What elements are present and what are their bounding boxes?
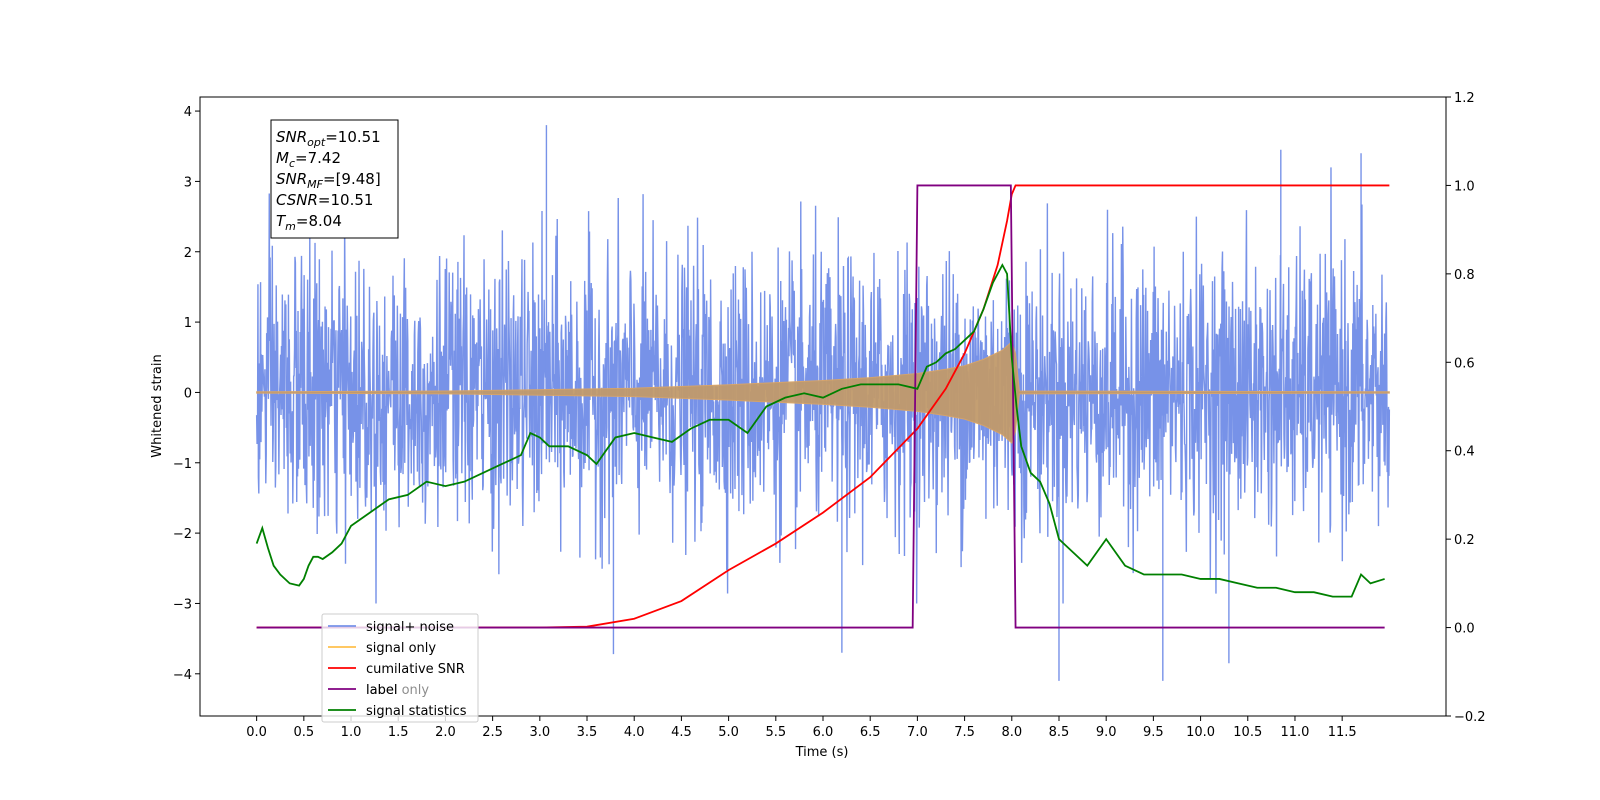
- stats-line: Tm=8.04: [276, 212, 342, 233]
- legend-entry: cumilative SNR: [366, 662, 465, 677]
- series-label: [256, 184, 1385, 629]
- signal-envelope: [256, 340, 1390, 444]
- x-tick-label: 5.5: [765, 725, 786, 740]
- stats-box: SNRopt=10.51Mc=7.42SNRMF=[9.48]CSNR=10.5…: [270, 119, 399, 239]
- legend: signal+ noise signal only cumilative SNR la…: [321, 613, 479, 723]
- y-tick-label: 1: [184, 316, 192, 331]
- x-tick-label: 6.5: [860, 725, 881, 740]
- x-tick-label: 7.5: [954, 725, 975, 740]
- stats-line: SNRopt=10.51: [276, 128, 381, 149]
- x-tick-label: 2.5: [482, 725, 503, 740]
- x-tick-label: 2.0: [435, 725, 456, 740]
- x-tick-label: 0.5: [293, 725, 314, 740]
- y2-tick-label: 1.2: [1454, 91, 1475, 106]
- y-axis-label: Whitened strain: [150, 354, 165, 457]
- y2-tick-label: −0.2: [1454, 710, 1486, 725]
- x-tick-label: 9.5: [1143, 725, 1164, 740]
- signal-statistics-line: [255, 263, 1385, 598]
- y-tick-label: −2: [173, 527, 192, 542]
- x-tick-label: 7.0: [907, 725, 928, 740]
- x-axis-label: Time (s): [795, 745, 849, 760]
- x-tick-label: 4.0: [624, 725, 645, 740]
- label-line: [256, 184, 1385, 629]
- y2-axis-ticks: 1.2 1.0 0.8 0.6 0.4 0.2 0.0 −0.2: [1446, 91, 1486, 725]
- x-tick-label: 6.0: [813, 725, 834, 740]
- y2-tick-label: 0.4: [1454, 445, 1475, 460]
- y-tick-label: 3: [184, 175, 192, 190]
- x-tick-label: 11.5: [1328, 725, 1357, 740]
- x-tick-label: 0.0: [246, 725, 267, 740]
- legend-frame: [321, 613, 479, 723]
- y2-tick-label: 0.2: [1454, 533, 1475, 548]
- legend-entry: signal+ noise: [366, 620, 454, 635]
- series-signal-statistics: [255, 263, 1385, 598]
- x-tick-label: 1.5: [388, 725, 409, 740]
- legend-entry-occluded: label only: [366, 683, 429, 698]
- legend-entry: signal only: [366, 641, 436, 656]
- y-tick-label: 4: [184, 105, 192, 120]
- series-cumulative-snr: [256, 184, 1390, 629]
- x-tick-label: 10.5: [1233, 725, 1262, 740]
- x-tick-label: 1.0: [341, 725, 362, 740]
- y2-tick-label: 1.0: [1454, 179, 1475, 194]
- legend-entry: label: [366, 683, 397, 698]
- x-tick-label: 4.5: [671, 725, 692, 740]
- stats-box-frame: [270, 119, 399, 239]
- x-tick-label: 9.0: [1096, 725, 1117, 740]
- plot-area: [255, 125, 1391, 681]
- y2-tick-label: 0.6: [1454, 356, 1475, 371]
- noise-trace: [255, 167, 1391, 604]
- legend-entry: signal statistics: [366, 704, 467, 719]
- y-tick-label: 2: [184, 246, 192, 261]
- y-tick-label: 0: [184, 386, 192, 401]
- y-tick-label: −3: [173, 597, 192, 612]
- x-tick-label: 10.0: [1186, 725, 1215, 740]
- x-tick-label: 3.5: [577, 725, 598, 740]
- y-axis-ticks: 4 3 2 1 0 −1 −2 −3 −4: [173, 105, 200, 683]
- y2-tick-label: 0.0: [1454, 622, 1475, 637]
- stats-line: CSNR=10.51: [276, 191, 373, 209]
- stats-line: Mc=7.42: [276, 149, 341, 170]
- cumulative-snr-line: [256, 184, 1390, 629]
- y-tick-label: −4: [173, 668, 192, 683]
- stats-line: SNRMF=[9.48]: [276, 170, 381, 191]
- x-tick-label: 8.5: [1049, 725, 1070, 740]
- x-tick-label: 3.0: [529, 725, 550, 740]
- series-signal-only: [256, 340, 1390, 444]
- y2-tick-label: 0.8: [1454, 268, 1475, 283]
- x-tick-label: 8.0: [1001, 725, 1022, 740]
- y-tick-label: −1: [173, 457, 192, 472]
- x-tick-label: 11.0: [1280, 725, 1309, 740]
- x-tick-label: 5.0: [718, 725, 739, 740]
